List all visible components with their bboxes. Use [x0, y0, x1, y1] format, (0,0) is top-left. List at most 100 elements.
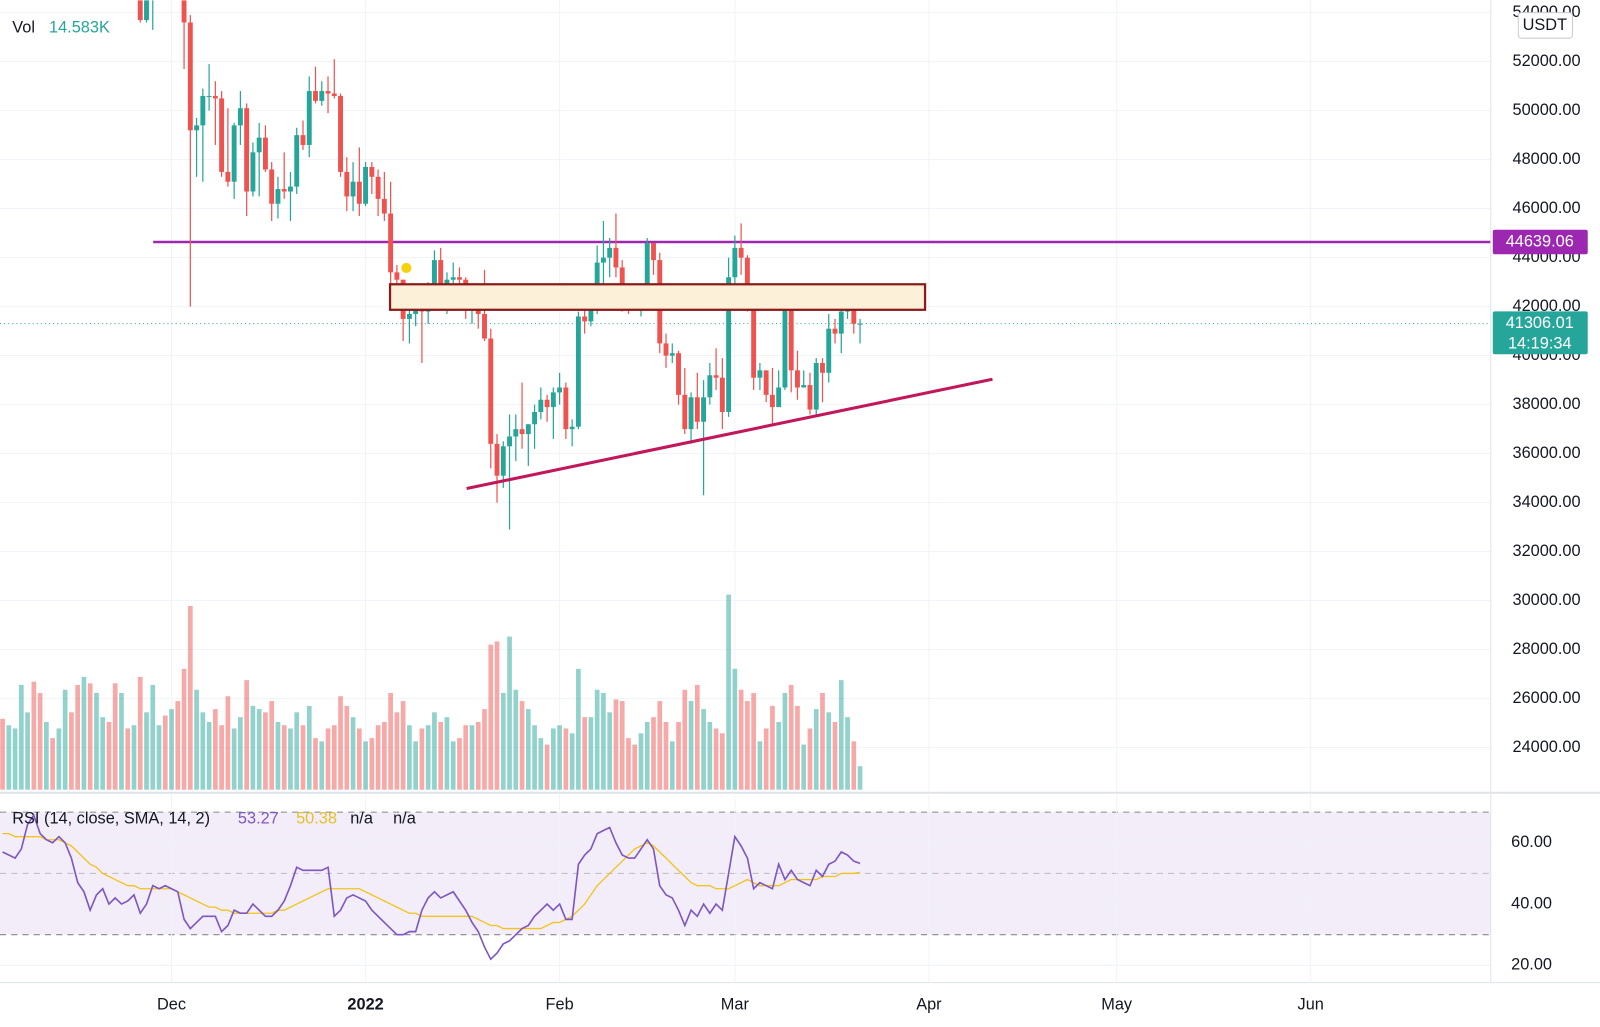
candle-body [338, 95, 343, 172]
candle-body [281, 189, 287, 192]
volume-bar [482, 709, 487, 790]
candle-body [707, 375, 713, 398]
candle-body [569, 426, 575, 430]
candle-body [688, 397, 694, 430]
rsi-extra: n/a [393, 810, 417, 828]
candle-body [807, 385, 813, 410]
x-tick-label: Mar [721, 995, 750, 1013]
volume-bar [231, 728, 237, 790]
volume-bar [106, 722, 112, 790]
candle-body [331, 93, 337, 96]
y-tick-label: 30000.00 [1512, 591, 1580, 609]
volume-bar [857, 766, 863, 790]
volume-bar [494, 641, 500, 790]
volume-bar [738, 689, 744, 790]
volume-bar [388, 692, 393, 790]
volume-bar [701, 709, 706, 790]
candle-body [394, 272, 400, 280]
volume-bar [219, 725, 224, 790]
volume-bar [851, 741, 857, 790]
volume-bar [475, 722, 481, 790]
volume-bar [488, 644, 494, 790]
candle-body [732, 247, 738, 278]
candle-body [744, 257, 750, 295]
y-tick-label: 34000.00 [1512, 493, 1580, 511]
volume-bar [720, 733, 725, 790]
volume-bar [626, 738, 631, 790]
candle-body [838, 311, 844, 334]
volume-bar [250, 705, 256, 790]
candle-body [738, 247, 744, 258]
volume-bar [619, 701, 625, 790]
volume-bar [782, 692, 788, 790]
candle-body [219, 98, 225, 172]
candle-body [525, 424, 531, 435]
volume-name: Vol [12, 18, 35, 36]
resistance-zone [388, 283, 927, 311]
candle-body [607, 247, 613, 258]
volume-bar [325, 728, 331, 790]
volume-bar [294, 712, 300, 790]
rsi-lines [2, 813, 861, 961]
volume-bar [563, 728, 569, 790]
volume-bar [263, 712, 268, 790]
volume-bar [187, 605, 193, 790]
volume-bar [732, 668, 738, 790]
currency[interactable]: USDT [1523, 16, 1567, 34]
candle-body [563, 387, 569, 430]
candle-body [582, 316, 588, 322]
candle-body [256, 137, 262, 153]
candle-body [813, 363, 819, 410]
frame [0, 0, 1600, 984]
currency-box[interactable] [1517, 12, 1573, 39]
candle-body [181, 0, 187, 23]
volume-bar [238, 717, 243, 790]
volume-bar [25, 712, 30, 790]
candle-body [494, 443, 500, 476]
price-lines [0, 240, 1491, 325]
volume-bar [150, 684, 156, 790]
volume-bar [156, 725, 162, 790]
candle-body [288, 186, 293, 192]
y-tick-label: 52000.00 [1512, 52, 1580, 70]
horizontal-line-tag [1492, 229, 1588, 255]
volume-bar [338, 696, 343, 790]
rsi-tick-label: 20.00 [1511, 956, 1552, 974]
volume-bar [694, 684, 700, 790]
volume-bar [407, 725, 412, 790]
volume-bar [845, 717, 850, 790]
volume-bar [244, 680, 250, 790]
rsi-sma-line [2, 832, 861, 930]
candle-body [482, 314, 487, 339]
rsi-background [0, 811, 1491, 936]
volume-bar [838, 680, 844, 790]
y-tick-label: 24000.00 [1512, 738, 1580, 756]
volume-bar [776, 722, 782, 790]
volume-value: 14.583K [49, 18, 110, 36]
volume-bar [12, 728, 18, 790]
candle-body [356, 181, 362, 204]
rsi-tick-label: 60.00 [1511, 833, 1552, 851]
candle-body [713, 375, 719, 378]
candle-body [694, 397, 700, 422]
candle-body [832, 328, 838, 334]
candle-body [663, 343, 669, 356]
candle-body [388, 213, 394, 273]
volume-bar [281, 725, 287, 790]
volume-bar [269, 701, 275, 790]
volume-bar [682, 689, 688, 790]
volume-bar [632, 744, 638, 790]
volume-bar [256, 709, 262, 790]
volume-bar [651, 717, 656, 790]
volume-bar [382, 722, 387, 790]
candle-body [269, 169, 275, 204]
volume-bar [313, 738, 318, 790]
volume-bar [813, 709, 819, 790]
volume-bar [770, 705, 775, 790]
volume-bar [525, 709, 531, 790]
volume-bar [669, 741, 675, 790]
candle-body [406, 314, 412, 319]
volume-bar [200, 712, 206, 790]
volume-bar [306, 705, 312, 790]
